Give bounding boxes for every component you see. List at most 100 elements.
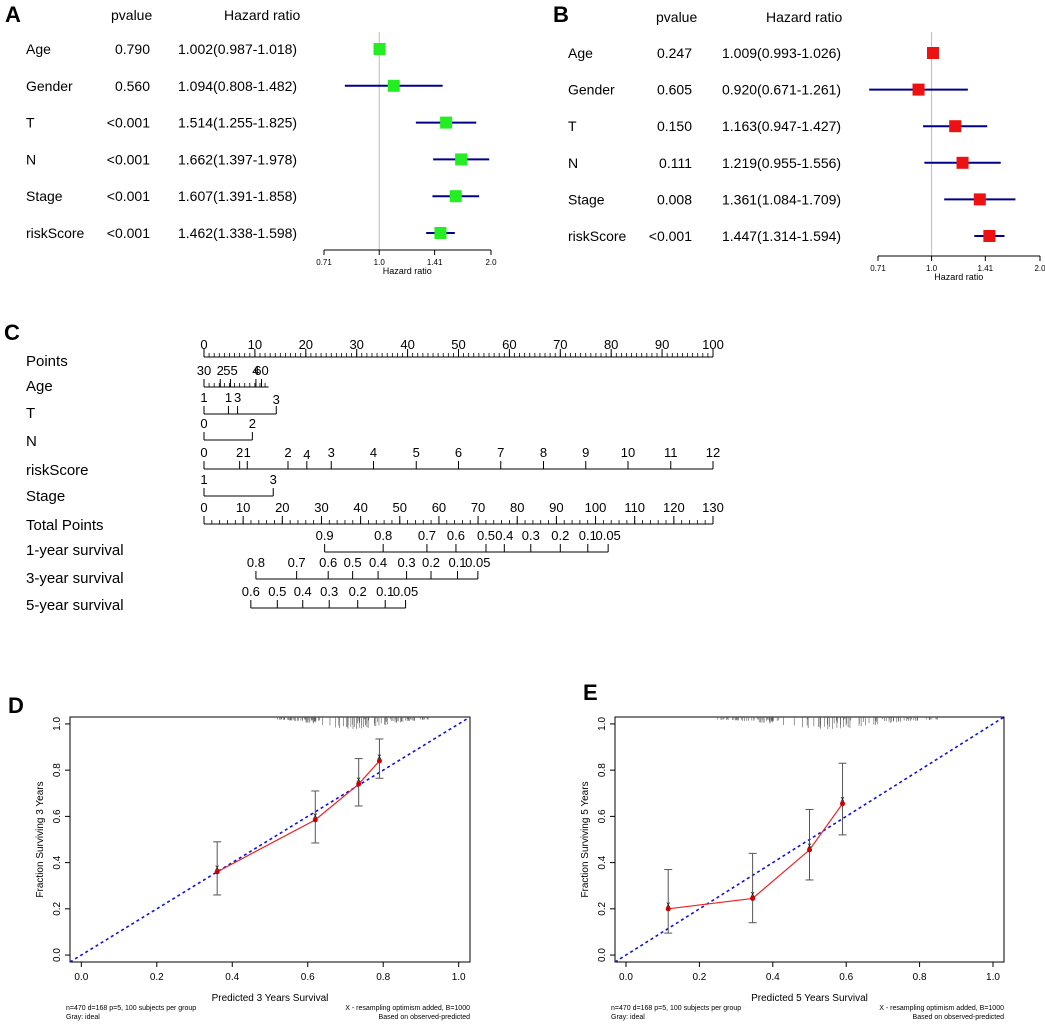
nomogram-tick-label: 80 bbox=[510, 500, 524, 515]
nomogram-tick-label: 0.5 bbox=[344, 555, 362, 570]
footer-right-2: Based on observed-predicted bbox=[913, 1014, 1005, 1021]
optimism-marker: x bbox=[808, 841, 812, 850]
nomogram-row-label: Stage bbox=[26, 488, 65, 505]
x-tick-label: 0.71 bbox=[316, 258, 332, 267]
row-pvalue: 0.560 bbox=[115, 78, 150, 94]
nomogram-row-label: 5-year survival bbox=[26, 597, 124, 614]
x-tick-label: 1.0 bbox=[986, 972, 1000, 983]
hr-marker bbox=[449, 190, 462, 203]
observed-point bbox=[312, 817, 318, 823]
nomogram-tick-label: 0.05 bbox=[465, 555, 490, 570]
nomogram-tick-label: 4 bbox=[252, 363, 259, 378]
nomogram-tick-label: 0 bbox=[200, 416, 207, 431]
x-tick-label: 0.2 bbox=[150, 972, 164, 983]
nomogram-tick-label: 10 bbox=[248, 337, 262, 352]
x-tick-label: 0.0 bbox=[619, 972, 633, 983]
row-pvalue: <0.001 bbox=[107, 188, 150, 204]
observed-line bbox=[668, 803, 844, 910]
nomogram-tick-label: 50 bbox=[393, 500, 407, 515]
y-tick-label: 0.4 bbox=[52, 855, 63, 869]
nomogram-tick-label: 0.1 bbox=[579, 528, 597, 543]
nomogram-tick-label: 4 bbox=[370, 445, 377, 460]
nomogram-tick-label: 0.7 bbox=[288, 555, 306, 570]
row-pvalue: 0.111 bbox=[659, 155, 692, 171]
nomogram-tick-label: 70 bbox=[471, 500, 485, 515]
nomogram-tick-label: 0.8 bbox=[247, 555, 265, 570]
footer-right-2: Based on observed-predicted bbox=[379, 1014, 471, 1021]
y-axis-title: Fraction Surviving 5 Years bbox=[580, 781, 591, 897]
nomogram-tick-label: 0 bbox=[200, 445, 207, 460]
nomogram-tick-label: 5 bbox=[413, 445, 420, 460]
row-pvalue: 0.150 bbox=[657, 118, 692, 134]
nomogram-tick-label: 11 bbox=[664, 445, 678, 460]
nomogram-tick-label: 0.4 bbox=[495, 528, 513, 543]
nomogram-tick-label: 10 bbox=[621, 445, 635, 460]
nomogram-row-label: riskScore bbox=[26, 462, 89, 479]
hr-marker bbox=[434, 227, 447, 239]
nomogram-tick-label: 0.05 bbox=[595, 528, 620, 543]
row-hazard-ratio: 1.009(0.993-1.026) bbox=[722, 45, 841, 61]
optimism-marker: x bbox=[666, 900, 670, 909]
hr-marker bbox=[973, 193, 986, 206]
nomogram-tick-label: 6 bbox=[455, 445, 462, 460]
nomogram-tick-label: 0.4 bbox=[369, 555, 387, 570]
nomogram-tick-label: 0 bbox=[200, 337, 207, 352]
optimism-marker: x bbox=[357, 775, 361, 784]
hr-marker bbox=[926, 47, 939, 59]
x-tick-label: 0.8 bbox=[913, 972, 927, 983]
footer-left-2: Gray: ideal bbox=[611, 1014, 645, 1021]
panel-label-b: B bbox=[553, 2, 569, 27]
nomogram-tick-label: 0.6 bbox=[319, 555, 337, 570]
row-hazard-ratio: 1.219(0.955-1.556) bbox=[722, 155, 841, 171]
x-tick-label: 0.71 bbox=[870, 264, 886, 273]
nomogram-tick-label: 0.1 bbox=[448, 555, 466, 570]
nomogram-tick-label: 0.05 bbox=[393, 584, 418, 599]
y-tick-label: 0.2 bbox=[52, 901, 63, 915]
y-tick-label: 0.0 bbox=[597, 948, 608, 962]
row-hazard-ratio: 1.514(1.255-1.825) bbox=[178, 115, 297, 131]
nomogram-tick-label: 30 bbox=[349, 337, 363, 352]
hr-marker bbox=[912, 83, 925, 96]
row-pvalue: 0.247 bbox=[657, 45, 692, 61]
nomogram-tick-label: 80 bbox=[604, 337, 618, 352]
nomogram-tick-label: 0.7 bbox=[418, 528, 436, 543]
nomogram-tick-label: 7 bbox=[497, 445, 504, 460]
nomogram-tick-label: 0.4 bbox=[294, 584, 312, 599]
footer-right-1: X - resampling optimism added, B=1000 bbox=[345, 1005, 470, 1012]
row-label: N bbox=[26, 151, 36, 167]
nomogram-tick-label: 60 bbox=[502, 337, 516, 352]
nomogram-row-label: Total Points bbox=[26, 517, 104, 534]
row-hazard-ratio: 0.920(0.671-1.261) bbox=[722, 82, 841, 98]
observed-point bbox=[376, 758, 382, 764]
hr-marker bbox=[983, 230, 996, 242]
nomogram-tick-label: 3 bbox=[273, 392, 280, 407]
x-tick-label: 0.4 bbox=[766, 972, 780, 983]
nomogram-tick-label: 2 bbox=[249, 416, 256, 431]
x-tick-label: 1.0 bbox=[926, 264, 938, 273]
y-tick-label: 0.2 bbox=[597, 901, 608, 915]
nomogram-tick-label: 120 bbox=[663, 500, 685, 515]
nomogram-row-label: 1-year survival bbox=[26, 542, 124, 559]
nomogram-tick-label: 8 bbox=[540, 445, 547, 460]
observed-line bbox=[216, 760, 380, 873]
nomogram-tick-label: 0.8 bbox=[374, 528, 392, 543]
hr-marker bbox=[387, 79, 400, 92]
nomogram-tick-label: 30 bbox=[314, 500, 328, 515]
row-pvalue: 0.008 bbox=[657, 191, 692, 207]
y-tick-label: 0.8 bbox=[52, 763, 63, 777]
nomogram-tick-label: 1 bbox=[200, 472, 207, 487]
panel-d-calibration-plot: Dx x x x 0.0 0.0 0.2 0.2 0.4 0.4 0.6 0.6 0.8 0.8 1.0 1.… bbox=[8, 693, 471, 1021]
x-tick-label: 0.6 bbox=[301, 972, 315, 983]
row-pvalue: <0.001 bbox=[107, 115, 150, 131]
row-hazard-ratio: 1.163(0.947-1.427) bbox=[722, 118, 841, 134]
nomogram-row-label: N bbox=[26, 433, 37, 450]
nomogram-tick-label: 0.9 bbox=[316, 528, 334, 543]
nomogram-tick-label: 70 bbox=[553, 337, 567, 352]
panel-label-a: A bbox=[5, 2, 21, 27]
nomogram-row-label: T bbox=[26, 405, 35, 422]
nomogram-tick-label: 100 bbox=[702, 337, 724, 352]
optimism-marker: x bbox=[215, 863, 219, 872]
